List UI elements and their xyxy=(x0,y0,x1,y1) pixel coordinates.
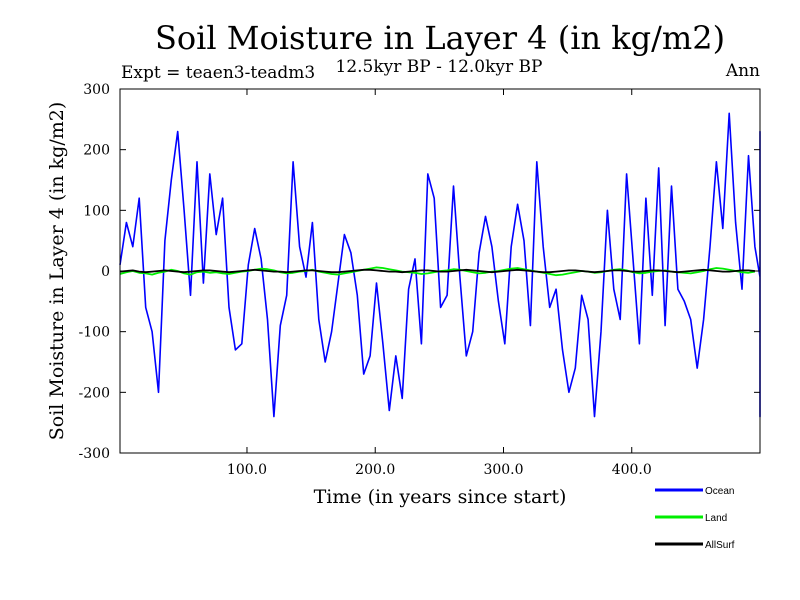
y-tick-label: 100 xyxy=(83,203,110,219)
y-tick-label: -300 xyxy=(79,446,110,462)
legend-label-ocean: Ocean xyxy=(705,486,734,497)
x-tick-label: 200.0 xyxy=(355,462,395,478)
chart-subtitle: 12.5kyr BP - 12.0kyr BP xyxy=(336,57,543,77)
y-tick-label: 200 xyxy=(83,143,110,159)
plot-frame xyxy=(119,88,761,454)
x-tick-label: 100.0 xyxy=(227,462,267,478)
tick-layer: -300 -200 -100 0 100 200 300 100.0 200.0 300.0 400… xyxy=(79,82,760,478)
series-line-ocean xyxy=(119,112,761,418)
expt-label: Expt = teaen3-teadm3 xyxy=(121,63,315,83)
y-tick-label: 300 xyxy=(83,82,110,98)
legend-label-land: Land xyxy=(705,513,727,524)
legend-label-allsurf: AllSurf xyxy=(705,540,735,551)
series-line-allsurf xyxy=(119,268,755,274)
y-tick-label: 0 xyxy=(101,264,110,280)
x-tick-label: 300.0 xyxy=(483,462,523,478)
season-label: Ann xyxy=(725,61,760,81)
legend: Ocean Land AllSurf xyxy=(655,486,735,551)
y-axis-label: Soil Moisture in Layer 4 (in kg/m2) xyxy=(46,102,68,441)
chart-title: Soil Moisture in Layer 4 (in kg/m2) xyxy=(155,19,725,57)
y-tick-label: -100 xyxy=(79,325,110,341)
series-layer xyxy=(119,112,761,418)
x-axis-label: Time (in years since start) xyxy=(314,486,567,508)
y-tick-label: -200 xyxy=(79,385,110,401)
x-tick-label: 400.0 xyxy=(612,462,652,478)
